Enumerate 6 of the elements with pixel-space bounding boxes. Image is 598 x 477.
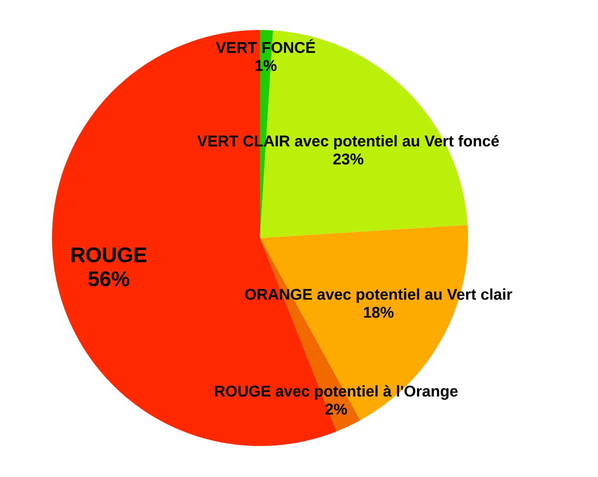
slice-label: ROUGE avec potentiel à l'Orange	[215, 385, 458, 400]
data-label: 56%	[88, 271, 130, 286]
data-label: 23%	[333, 154, 364, 165]
data-label: 2%	[326, 404, 347, 415]
slice-label: ROUGE	[72, 247, 146, 262]
data-label: 18%	[364, 306, 394, 318]
